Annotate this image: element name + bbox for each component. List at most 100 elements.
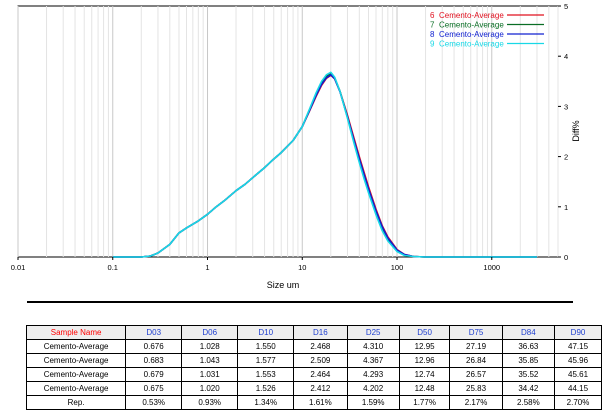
table-cell: 1.031: [181, 367, 239, 382]
table-cell: 4.202: [346, 381, 400, 396]
table-cell: 2.509: [293, 353, 348, 368]
legend-label: Cemento-Average: [439, 40, 504, 49]
series-line-9: [112, 71, 537, 258]
legend-label: Cemento-Average: [439, 30, 504, 39]
legend-item: 8 Cemento-Average: [430, 30, 544, 39]
table-cell: 2.17%: [449, 395, 503, 410]
header-cell: D75: [449, 325, 503, 340]
divider-line: [27, 301, 573, 303]
table-row: Rep. 0.53% 0.93% 1.34% 1.61% 1.59% 1.77% 2.17% 2…: [25, 395, 602, 410]
table-cell: 1.577: [237, 353, 295, 368]
table-cell: 0.676: [125, 339, 183, 354]
table-cell: 1.028: [181, 339, 239, 354]
table-cell: 44.15: [554, 381, 602, 396]
table-cell: 45.61: [554, 367, 602, 382]
grid-lines: [17, 6, 559, 257]
legend-number: 7: [430, 21, 435, 30]
row-sample-name: Cemento-Average: [25, 381, 127, 396]
legend-item: 9 Cemento-Average: [430, 40, 544, 49]
table-cell: 1.526: [237, 381, 295, 396]
table-cell: 0.679: [125, 367, 183, 382]
table-row: Cemento-Average 0.675 1.020 1.526 2.412 4.202…: [25, 381, 602, 396]
header-cell: D25: [346, 325, 400, 340]
table-cell: 12.96: [398, 353, 451, 368]
x-tick-label: 1000: [483, 263, 500, 272]
table-cell: 2.58%: [501, 395, 556, 410]
table-cell: 1.553: [237, 367, 295, 382]
y-tick-label: 1: [564, 203, 568, 212]
table-cell: 35.52: [501, 367, 556, 382]
x-tick-label: 0.01: [11, 263, 26, 272]
table-cell: 47.15: [554, 339, 602, 354]
table-cell: 12.48: [398, 381, 451, 396]
table-cell: 4.293: [346, 367, 400, 382]
legend-number: 9: [430, 40, 435, 49]
legend-number: 6: [430, 11, 435, 20]
legend-item: 6 Cemento-Average: [430, 11, 544, 20]
table-cell: 0.675: [125, 381, 183, 396]
statistics-table-container: Sample Name D03 D06 D10 D16 D25 D50 D75 …: [25, 325, 602, 410]
header-cell: D90: [554, 325, 602, 340]
table-cell: 2.468: [293, 339, 348, 354]
table-cell: 45.96: [554, 353, 602, 368]
table-row: Cemento-Average 0.676 1.028 1.550 2.468 4.310…: [25, 339, 602, 354]
y-tick-label: 5: [564, 2, 568, 11]
header-cell: D16: [293, 325, 348, 340]
row-sample-name: Cemento-Average: [25, 353, 127, 368]
table-cell: 0.53%: [125, 395, 183, 410]
header-cell: D03: [125, 325, 183, 340]
table-cell: 12.95: [398, 339, 451, 354]
table-cell: 4.310: [346, 339, 400, 354]
table-cell: 0.93%: [181, 395, 239, 410]
table-cell: 2.70%: [554, 395, 602, 410]
header-cell: D10: [237, 325, 295, 340]
table-cell: 1.020: [181, 381, 239, 396]
header-cell: D06: [181, 325, 239, 340]
table-row: Cemento-Average 0.683 1.043 1.577 2.509 4.367…: [25, 353, 602, 368]
table-cell: 26.57: [449, 367, 503, 382]
x-tick-label: 0.1: [108, 263, 118, 272]
y-tick-label: 4: [564, 52, 568, 61]
series-lines: [112, 71, 537, 258]
table-header-row: Sample Name D03 D06 D10 D16 D25 D50 D75 …: [25, 325, 602, 340]
table-cell: 1.550: [237, 339, 295, 354]
table-cell: 34.42: [501, 381, 556, 396]
x-tick-label: 1: [205, 263, 209, 272]
table-cell: 4.367: [346, 353, 400, 368]
statistics-table: Sample Name D03 D06 D10 D16 D25 D50 D75 …: [25, 325, 602, 410]
table-cell: 27.19: [449, 339, 503, 354]
legend-item: 7 Cemento-Average: [430, 21, 544, 30]
y-axis-label: Diff%: [571, 120, 581, 141]
legend-number: 8: [430, 30, 435, 39]
table-cell: 1.61%: [293, 395, 348, 410]
table-cell: 2.464: [293, 367, 348, 382]
table-cell: 36.63: [501, 339, 556, 354]
x-tick-label: 10: [298, 263, 306, 272]
x-axis-label: Size um: [267, 280, 300, 290]
table-cell: 1.043: [181, 353, 239, 368]
legend: 6 Cemento-Average 7 Cemento-Average 8 Cemento…: [430, 11, 544, 49]
y-tick-label: 3: [564, 102, 568, 111]
y-axis-ticks: 0 1 2 3 4 5: [558, 2, 568, 262]
table-cell: 0.683: [125, 353, 183, 368]
x-axis-ticks: 0.01 0.1 1 10 100 1000: [11, 257, 500, 272]
header-cell: D84: [501, 325, 556, 340]
table-cell: 2.412: [293, 381, 348, 396]
table-cell: 35.85: [501, 353, 556, 368]
table-cell: 1.34%: [237, 395, 295, 410]
table-cell: 12.74: [398, 367, 451, 382]
table-cell: 25.83: [449, 381, 503, 396]
y-tick-label: 0: [564, 253, 568, 262]
header-cell: Sample Name: [25, 325, 127, 340]
table-cell: 26.84: [449, 353, 503, 368]
y-tick-label: 2: [564, 153, 568, 162]
row-sample-name: Cemento-Average: [25, 339, 127, 354]
legend-label: Cemento-Average: [439, 11, 504, 20]
x-tick-label: 100: [391, 263, 404, 272]
table-row: Cemento-Average 0.679 1.031 1.553 2.464 4.293…: [25, 367, 602, 382]
table-cell: 1.77%: [398, 395, 451, 410]
row-sample-name: Rep.: [25, 395, 127, 410]
legend-label: Cemento-Average: [439, 21, 504, 30]
row-sample-name: Cemento-Average: [25, 367, 127, 382]
header-cell: D50: [398, 325, 451, 340]
